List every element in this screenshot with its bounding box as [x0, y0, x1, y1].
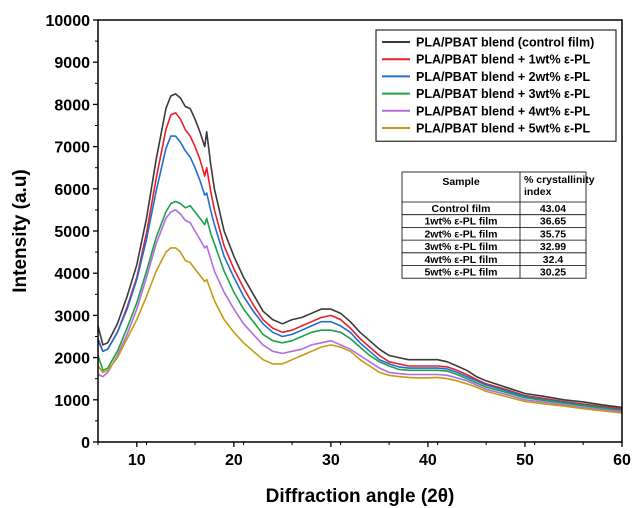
table-frame — [401, 171, 587, 279]
legend-label-2: PLA/PBAT blend + 2wt% ε-PL — [416, 70, 590, 84]
y-tick-label-8: 8000 — [54, 97, 90, 114]
series-line-4 — [97, 209, 623, 413]
y-tick-label-5: 5000 — [54, 224, 90, 241]
series-line-2 — [97, 135, 623, 411]
y-tick-label-1: 1000 — [54, 393, 90, 410]
x-tick-label-2: 30 — [322, 452, 340, 469]
y-axis-title: Intensity (a.u) — [10, 169, 31, 293]
table-cell-sample-2: 2wt% ε-PL film — [424, 228, 497, 240]
series-line-3 — [97, 200, 623, 412]
y-tick-label-7: 7000 — [54, 140, 90, 157]
series-line-1 — [97, 112, 623, 410]
table-header-line-0: % crystallinity — [524, 174, 595, 186]
legend-label-4: PLA/PBAT blend + 4wt% ε-PL — [416, 104, 590, 118]
table-header-line-1: index — [524, 186, 552, 198]
y-axis: 0 1000 2000 3000 4000 5000 6000 7000 8000 9000 100… — [46, 13, 98, 452]
table-cell-sample-4: 4wt% ε-PL film — [424, 254, 497, 266]
legend-label-3: PLA/PBAT blend + 3wt% ε-PL — [416, 87, 590, 101]
table-cell-sample-0: Control film — [432, 203, 491, 215]
table-cell-value-0: 43.04 — [540, 203, 566, 215]
x-axis: 10 20 30 40 50 60 — [97, 442, 631, 469]
series-line-0 — [97, 93, 623, 409]
x-tick-label-3: 40 — [419, 452, 437, 469]
y-tick-label-2: 2000 — [54, 351, 90, 368]
table-cell-value-3: 32.99 — [540, 241, 566, 253]
x-tick-label-0: 10 — [128, 452, 146, 469]
series-line-5 — [97, 247, 623, 414]
table-header-crystallinity: % crystallinity index — [524, 174, 595, 198]
table-header-sample: Sample — [442, 176, 480, 188]
table-cell-sample-5: 5wt% ε-PL film — [424, 267, 497, 279]
legend-box — [375, 29, 617, 142]
y-tick-label-9: 9000 — [54, 55, 90, 72]
legend: PLA/PBAT blend (control film) PLA/PBAT bl… — [375, 29, 617, 142]
table-cell-sample-3: 3wt% ε-PL film — [424, 241, 497, 253]
y-tick-label-0: 0 — [81, 435, 90, 452]
legend-label-0: PLA/PBAT blend (control film) — [416, 36, 594, 50]
x-axis-title: Diffraction angle (2θ) — [266, 486, 455, 507]
x-tick-label-4: 50 — [516, 452, 534, 469]
legend-label-1: PLA/PBAT blend + 1wt% ε-PL — [416, 53, 590, 67]
series-layer — [97, 93, 623, 414]
y-tick-label-3: 3000 — [54, 308, 90, 325]
table-cell-value-1: 36.65 — [540, 216, 566, 228]
x-tick-label-5: 60 — [613, 452, 631, 469]
table-cell-value-2: 35.75 — [540, 228, 566, 240]
crystallinity-table: Sample % crystallinity index Control film 43… — [401, 171, 595, 279]
table-cell-sample-1: 1wt% ε-PL film — [424, 216, 497, 228]
table-cell-value-5: 30.25 — [540, 267, 566, 279]
y-tick-label-4: 4000 — [54, 266, 90, 283]
y-tick-label-10: 10000 — [46, 13, 91, 30]
y-tick-label-6: 6000 — [54, 182, 90, 199]
legend-label-5: PLA/PBAT blend + 5wt% ε-PL — [416, 122, 590, 136]
x-tick-label-1: 20 — [225, 452, 243, 469]
table-cell-value-4: 32.4 — [543, 254, 564, 266]
